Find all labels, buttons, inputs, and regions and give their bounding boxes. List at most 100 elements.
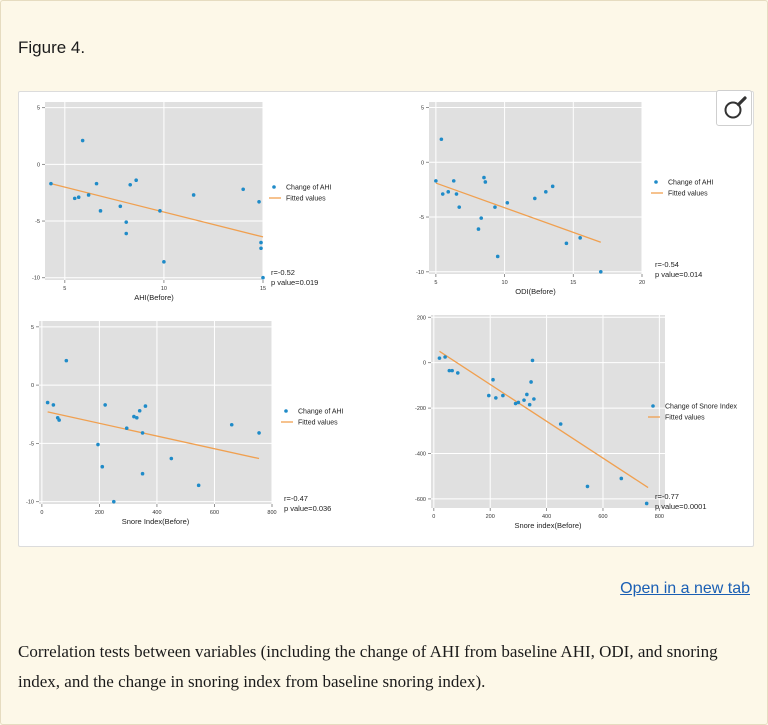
legend-entry-fit: Fitted values xyxy=(298,420,338,427)
data-point xyxy=(100,464,105,469)
data-point xyxy=(124,231,129,236)
data-point xyxy=(80,138,85,143)
legend-entry-points: Change of Snore Index xyxy=(665,404,737,411)
data-point xyxy=(578,236,582,240)
data-point xyxy=(111,499,116,504)
data-point xyxy=(158,209,162,213)
data-point xyxy=(49,181,53,186)
data-point xyxy=(532,397,536,401)
data-point xyxy=(140,431,145,435)
data-point xyxy=(486,393,491,398)
legend-entry-fit: Fitted values xyxy=(668,191,708,198)
data-point xyxy=(103,403,107,407)
data-point xyxy=(143,404,148,408)
x-axis-label: Snore Index(Before) xyxy=(122,517,190,526)
data-point xyxy=(550,184,555,189)
data-point xyxy=(530,358,535,363)
data-point xyxy=(96,442,100,447)
data-point xyxy=(86,193,91,197)
correlation-p-value: p value=0.019 xyxy=(271,278,318,287)
correlation-r: r=-0.52 xyxy=(271,268,295,277)
correlation-r: r=-0.54 xyxy=(655,260,679,269)
data-point xyxy=(259,246,263,251)
correlation-p-value: p value=0.0001 xyxy=(655,502,707,511)
legend-entry-fit: Fitted values xyxy=(286,196,326,203)
legend-entry-points: Change of AHI xyxy=(286,185,332,192)
fitted-line xyxy=(50,183,264,238)
x-tick-label: 0 xyxy=(40,510,43,516)
x-tick-label: 400 xyxy=(542,514,551,520)
open-in-new-tab-link[interactable]: Open in a new tab xyxy=(620,580,750,597)
data-point xyxy=(124,220,129,224)
legend-entry-fit: Fitted values xyxy=(665,415,705,422)
data-point xyxy=(493,205,497,209)
y-tick-label: 5 xyxy=(37,106,40,112)
y-tick-label: 5 xyxy=(31,325,34,331)
x-tick-label: 10 xyxy=(502,280,508,286)
x-tick-label: 0 xyxy=(432,514,435,520)
data-point xyxy=(76,195,81,200)
data-point xyxy=(434,179,438,183)
y-tick-label: -5 xyxy=(35,219,40,225)
plot-area-4 xyxy=(431,315,665,508)
data-point xyxy=(57,418,61,422)
y-tick-label: -10 xyxy=(26,500,34,506)
data-point xyxy=(162,260,166,264)
data-point xyxy=(450,368,454,373)
x-tick-label: 10 xyxy=(161,286,167,292)
legend-marker-points xyxy=(651,404,655,408)
data-point xyxy=(118,204,123,209)
fitted-line xyxy=(47,411,260,460)
x-axis-label: Snore index(Before) xyxy=(514,521,582,530)
correlation-p-value: p value=0.014 xyxy=(655,270,702,279)
data-point xyxy=(451,179,456,183)
y-tick-label: -400 xyxy=(415,452,426,458)
x-tick-label: 15 xyxy=(260,286,266,292)
data-point xyxy=(261,275,265,280)
x-tick-label: 15 xyxy=(570,280,576,286)
data-point xyxy=(513,401,518,406)
data-point xyxy=(137,408,142,413)
data-point xyxy=(51,403,56,407)
legend-entry-points: Change of AHI xyxy=(298,409,344,416)
data-point xyxy=(169,456,174,461)
y-tick-label: -200 xyxy=(415,406,426,412)
data-point xyxy=(437,356,442,360)
data-point xyxy=(140,471,145,476)
correlation-p-value: p value=0.036 xyxy=(284,504,331,513)
zoom-button[interactable] xyxy=(716,90,752,126)
y-tick-label: -600 xyxy=(415,497,426,503)
data-point xyxy=(483,180,488,184)
data-point xyxy=(64,358,69,363)
data-point xyxy=(72,196,77,201)
data-point xyxy=(564,241,569,246)
data-point xyxy=(128,182,133,187)
x-axis-label: AHI(Before) xyxy=(134,293,174,302)
data-point xyxy=(495,254,500,259)
y-tick-label: 0 xyxy=(31,383,34,389)
figure-label: Figure 4. xyxy=(18,38,86,57)
data-point xyxy=(476,227,481,231)
y-tick-label: 0 xyxy=(423,361,426,367)
x-tick-label: 20 xyxy=(639,280,645,286)
figure-image[interactable]: 5 10 15 5 0 -5 -10 AHI(Before) Change of AHI Fitt… xyxy=(18,91,754,547)
y-tick-label: -10 xyxy=(416,270,424,276)
data-point xyxy=(98,209,103,213)
legend-marker-points xyxy=(654,180,658,184)
data-point xyxy=(494,396,498,400)
data-point xyxy=(229,422,234,427)
data-point xyxy=(482,175,486,180)
data-point xyxy=(446,190,451,194)
x-tick-label: 800 xyxy=(267,510,276,516)
x-tick-label: 5 xyxy=(434,280,437,286)
data-point xyxy=(94,181,99,186)
legend-marker-points xyxy=(284,409,288,413)
x-tick-label: 200 xyxy=(486,514,495,520)
x-tick-label: 600 xyxy=(598,514,607,520)
data-point xyxy=(257,431,261,435)
x-tick-label: 400 xyxy=(152,510,161,516)
data-point xyxy=(644,501,649,506)
data-point xyxy=(191,193,196,197)
fitted-line xyxy=(435,182,601,243)
y-tick-label: 0 xyxy=(421,160,424,166)
